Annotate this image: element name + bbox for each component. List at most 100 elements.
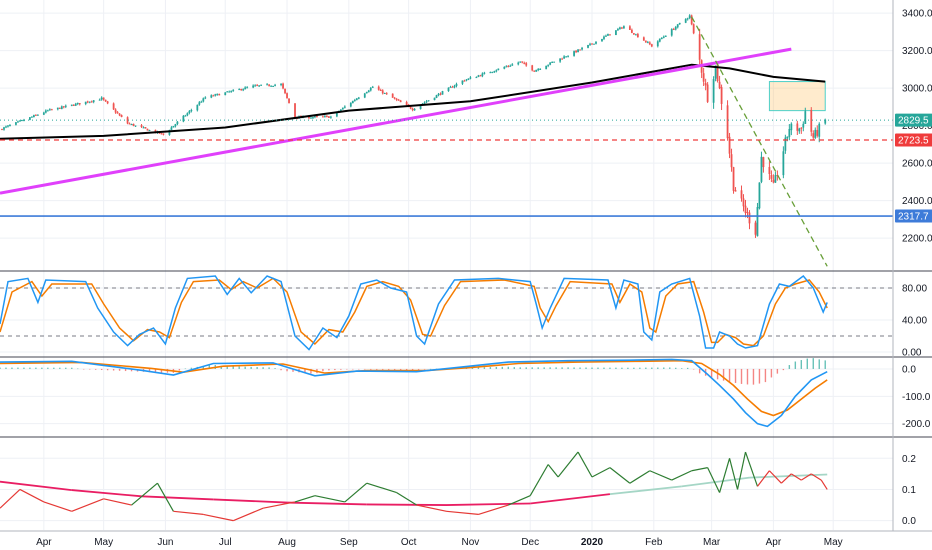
macd-histogram-bar	[280, 368, 282, 371]
y-axis-tick-label: 3200.0	[902, 46, 932, 57]
candle-body	[393, 97, 396, 99]
macd-histogram-bar	[286, 368, 288, 372]
ratio-line-segment	[203, 513, 234, 522]
candle-body	[74, 103, 77, 106]
ratio-line-segment	[314, 495, 345, 503]
candle-body	[126, 117, 129, 124]
macd-histogram-bar	[88, 368, 91, 370]
red-level-badge: 2723.5	[895, 133, 932, 146]
candle-body	[341, 107, 344, 110]
macd-histogram-bar	[23, 367, 25, 369]
macd-histogram-bar	[824, 360, 826, 369]
ratio-line-segment	[396, 492, 417, 506]
candle-body	[579, 49, 581, 51]
candle-body	[521, 61, 524, 63]
ratio-line-segment	[791, 473, 802, 481]
macd-histogram-bar	[609, 367, 611, 369]
macd-histogram-bar	[567, 367, 569, 369]
ratio-line-segment	[173, 510, 204, 516]
stochastic-k-line[interactable]	[0, 274, 828, 351]
ratio-line-segment	[768, 470, 782, 484]
macd-panel[interactable]	[0, 358, 828, 428]
ratio-line-segment	[19, 488, 45, 503]
candle-body	[425, 101, 428, 103]
y-axis-tick-label: 40.00	[902, 316, 927, 327]
macd-histogram-bar	[208, 365, 210, 369]
candle-body	[114, 109, 117, 113]
macd-histogram-bar	[525, 367, 527, 369]
macd-histogram-bar	[184, 368, 187, 370]
candle-body	[816, 130, 819, 136]
ratio-line-segment	[707, 467, 721, 493]
ratio-line-segment	[800, 473, 812, 481]
downtrend-dashed-line[interactable]	[691, 16, 828, 267]
candle-body	[100, 97, 103, 100]
macd-histogram-bar	[399, 368, 402, 370]
candle-body	[316, 116, 318, 118]
uptrend-line[interactable]	[0, 47, 792, 195]
candle-body	[228, 91, 231, 93]
candle-body	[495, 70, 498, 72]
candle-body	[525, 63, 528, 66]
candle-body	[256, 85, 259, 87]
candle-body	[78, 103, 81, 105]
macd-histogram-bar	[776, 368, 779, 374]
candle-body	[453, 85, 456, 88]
candle-body	[758, 182, 761, 209]
candle-body	[433, 97, 436, 101]
macd-histogram-bar	[621, 367, 623, 369]
candle-body	[170, 127, 173, 131]
candle-body	[802, 123, 805, 128]
candle-body	[609, 34, 611, 36]
candle-body	[493, 71, 496, 73]
moving-average-line[interactable]	[0, 63, 826, 140]
macd-histogram-bar	[100, 368, 103, 371]
candle-body	[591, 43, 593, 45]
candle-body	[800, 127, 803, 129]
price-panel[interactable]	[0, 14, 893, 267]
candle-body	[577, 49, 579, 52]
candle-body	[770, 174, 773, 179]
y-axis-tick-label: 2600.0	[902, 159, 932, 170]
candle-body	[497, 68, 500, 71]
candle-body	[756, 207, 759, 237]
candle-body	[463, 80, 466, 82]
candle-body	[282, 83, 284, 89]
blue-level-badge: 2317.7	[895, 209, 932, 223]
candle-body	[286, 93, 288, 99]
macd-histogram-bar	[692, 368, 695, 370]
candle-body	[32, 115, 35, 118]
ratio-line-segment	[547, 464, 559, 478]
stochastic-d-line[interactable]	[0, 277, 828, 347]
candle-body	[605, 35, 607, 37]
ratio-panel[interactable]	[0, 451, 828, 522]
candle-body	[714, 65, 717, 79]
macd-line[interactable]	[0, 358, 828, 428]
candle-body	[70, 104, 73, 106]
macd-histogram-bar	[698, 368, 701, 374]
candle-body	[21, 120, 23, 122]
candle-body	[740, 190, 743, 199]
macd-histogram-bar	[495, 366, 498, 369]
candle-body	[467, 78, 470, 80]
ratio-line-segment	[232, 507, 264, 522]
candle-body	[198, 102, 201, 105]
ratio-moving-average-segment	[71, 489, 142, 498]
y-axis-tick-label: -200.0	[902, 419, 931, 430]
candle-body	[593, 43, 595, 45]
candle-body	[523, 62, 526, 64]
candle-body	[260, 84, 263, 86]
candle-body	[116, 112, 119, 114]
candle-body	[519, 61, 522, 63]
candle-body	[768, 166, 771, 174]
candle-body	[46, 110, 49, 112]
resistance-zone-box[interactable]	[768, 81, 826, 112]
candle-body	[240, 88, 243, 91]
candle-body	[573, 51, 575, 56]
macd-signal-line[interactable]	[0, 359, 828, 417]
stochastic-panel[interactable]	[0, 274, 893, 351]
macd-histogram-bar	[579, 367, 581, 369]
y-axis-tick-label: 3400.0	[902, 9, 932, 20]
macd-histogram-bar	[232, 366, 234, 369]
